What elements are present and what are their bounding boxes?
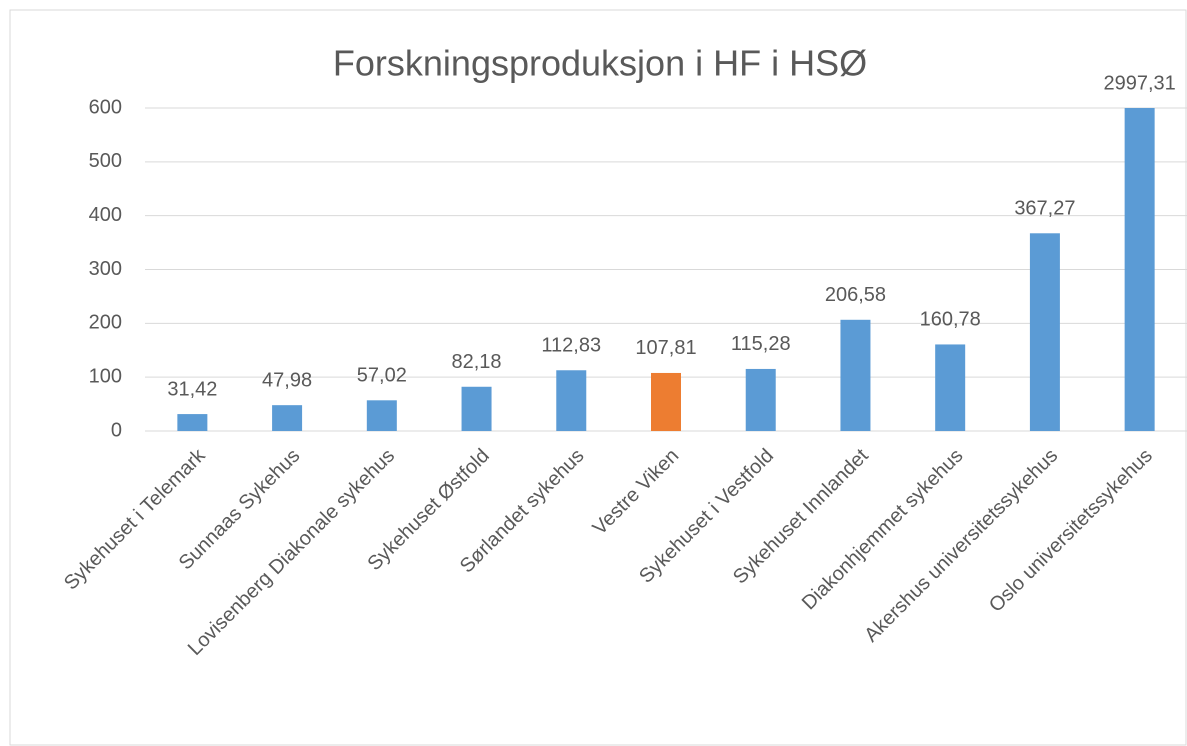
value-label: 2997,31 xyxy=(1103,72,1175,94)
bar xyxy=(745,368,776,431)
bar xyxy=(556,370,587,431)
y-tick-label: 400 xyxy=(89,204,122,226)
x-tick-label: Akershus universitetssykehus xyxy=(860,445,1062,647)
value-label: 367,27 xyxy=(1014,198,1075,220)
value-label: 206,58 xyxy=(825,284,886,306)
y-tick-label: 600 xyxy=(89,96,122,118)
bar xyxy=(1124,108,1155,431)
bar xyxy=(651,372,681,431)
y-tick-label: 0 xyxy=(111,419,122,441)
x-tick-label: Lovisenberg Diakonale sykehus xyxy=(184,445,399,660)
value-label: 82,18 xyxy=(452,351,502,373)
x-tick-label: Oslo universitetssykehus xyxy=(985,445,1157,617)
chart-title: Forskningsproduksjon i HF i HSØ xyxy=(333,43,867,84)
value-label: 57,02 xyxy=(357,365,407,387)
x-tick-label: Diakonhjemmet sykehus xyxy=(798,445,968,615)
bar xyxy=(177,414,208,431)
y-tick-label: 300 xyxy=(89,258,122,280)
value-label: 47,98 xyxy=(262,369,312,391)
value-label: 160,78 xyxy=(920,309,981,331)
bar xyxy=(840,319,871,431)
bar xyxy=(935,344,966,431)
value-label: 31,42 xyxy=(167,378,217,400)
plot-area xyxy=(177,108,1155,431)
bar xyxy=(366,400,397,431)
value-label: 107,81 xyxy=(635,337,696,359)
bar xyxy=(461,386,492,431)
y-tick-label: 500 xyxy=(89,150,122,172)
bar xyxy=(1029,233,1060,431)
y-tick-label: 100 xyxy=(89,365,122,387)
value-label: 115,28 xyxy=(731,333,791,355)
x-tick-label: Vestre Viken xyxy=(589,445,684,540)
value-label: 112,83 xyxy=(541,335,601,357)
y-tick-label: 200 xyxy=(89,312,122,334)
bar xyxy=(272,405,303,431)
